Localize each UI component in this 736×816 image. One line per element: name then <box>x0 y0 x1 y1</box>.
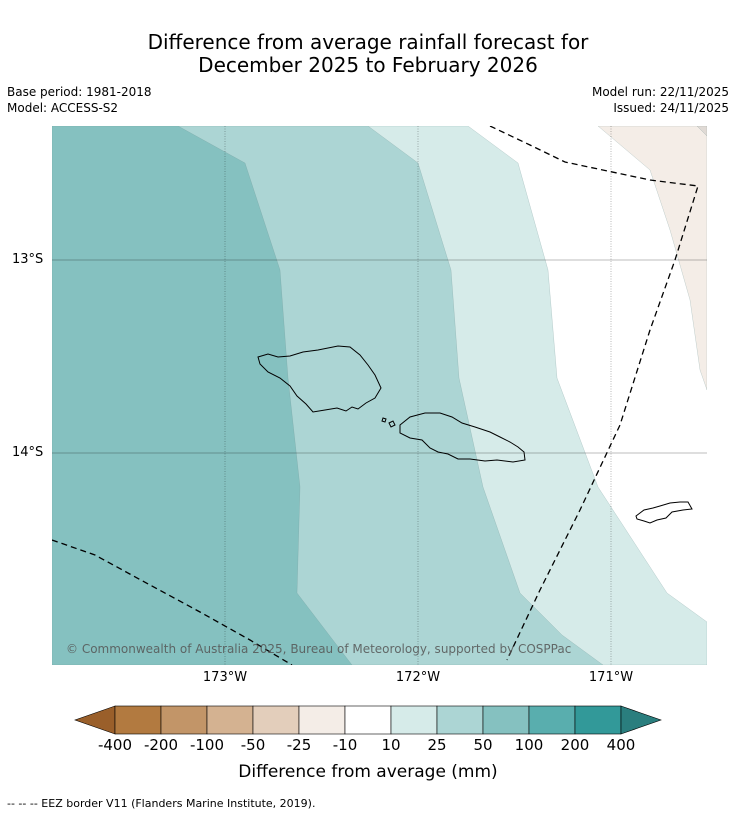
title-line-2: December 2025 to February 2026 <box>198 53 538 77</box>
colorbar-swatch <box>206 705 254 735</box>
colorbar-tick-label: -200 <box>143 736 179 754</box>
colorbar-tick-label: 10 <box>381 736 401 754</box>
colorbar-tick-label: -10 <box>332 736 358 754</box>
colorbar-tick-label: -25 <box>286 736 312 754</box>
colorbar-swatch <box>252 705 300 735</box>
colorbar-tick-label: 200 <box>560 736 590 754</box>
island-apolima <box>381 417 387 423</box>
colorbar-title: Difference from average (mm) <box>238 762 498 782</box>
colorbar-swatch <box>160 705 208 735</box>
coastlines <box>257 345 693 524</box>
eez-border-south <box>52 539 293 665</box>
title-line-1: Difference from average rainfall forecas… <box>147 30 589 54</box>
colorbar-arrow-low <box>74 705 116 735</box>
lon-label-171w: 171°W <box>588 670 634 685</box>
colorbar-swatch <box>574 705 622 735</box>
graticule <box>52 126 707 665</box>
colorbar-tick-label: -50 <box>240 736 266 754</box>
lon-label-172w: 172°W <box>395 670 441 685</box>
colorbar-tick-label: 50 <box>473 736 493 754</box>
band-100 <box>52 126 353 665</box>
map-title: Difference from average rainfall forecas… <box>0 31 736 77</box>
colorbar-swatch <box>298 705 346 735</box>
lat-label-14s: 14°S <box>12 445 44 460</box>
copyright-notice: © Commonwealth of Australia 2025, Bureau… <box>66 642 572 656</box>
colorbar-tick-label: 25 <box>427 736 447 754</box>
lat-label-13s: 13°S <box>12 252 44 267</box>
base-period: Base period: 1981-2018 <box>7 85 152 99</box>
eez-border <box>52 126 699 665</box>
colorbar-swatch <box>114 705 162 735</box>
island-savaii <box>257 345 382 413</box>
eez-border-north <box>489 126 699 661</box>
island-tutuila <box>635 501 693 524</box>
lon-label-173w: 173°W <box>202 670 248 685</box>
island-manono <box>388 420 396 428</box>
meta-right: Model run: 22/11/2025 Issued: 24/11/2025 <box>592 84 729 116</box>
map-area <box>52 126 707 665</box>
colorbar-swatch <box>390 705 438 735</box>
island-upolu <box>399 412 526 463</box>
colorbar-tick-label: 400 <box>606 736 636 754</box>
colorbar-tick-label: -400 <box>97 736 133 754</box>
colorbar-swatch <box>482 705 530 735</box>
band-dry-edge <box>696 126 707 137</box>
colorbar-swatch <box>528 705 576 735</box>
colorbar-tick-label: 100 <box>514 736 544 754</box>
eez-footnote: -- -- -- EEZ border V11 (Flanders Marine… <box>7 797 316 810</box>
model-run: Model run: 22/11/2025 <box>591 85 729 99</box>
colorbar-arrow-high <box>620 705 662 735</box>
model-name: Model: ACCESS-S2 <box>7 101 119 115</box>
colorbar-swatch <box>436 705 484 735</box>
colorbar <box>74 705 662 735</box>
colorbar-swatch <box>344 705 392 735</box>
colorbar-tick-label: -100 <box>189 736 225 754</box>
issued-date: Issued: 24/11/2025 <box>613 101 729 115</box>
meta-left: Base period: 1981-2018 Model: ACCESS-S2 <box>7 84 152 116</box>
